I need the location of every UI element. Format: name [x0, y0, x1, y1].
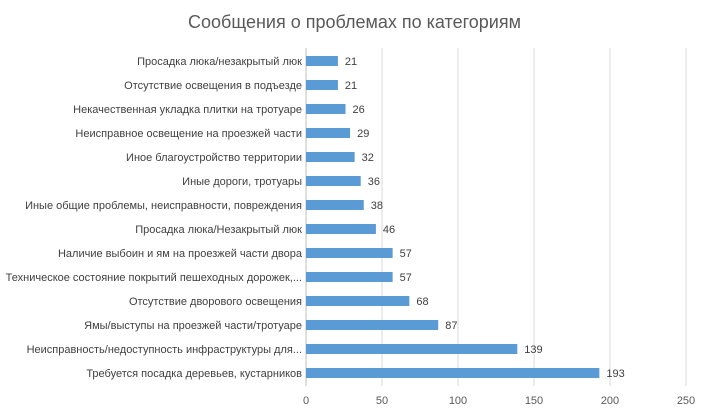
data-label: 38 — [371, 200, 383, 212]
x-tick-label: 150 — [525, 395, 543, 407]
category-label: Техническое состояние покрытий пешеходны… — [6, 272, 302, 284]
x-tick-label: 200 — [601, 395, 619, 407]
bar — [306, 152, 355, 162]
category-label: Неисправное освещение на проезжей части — [75, 128, 302, 140]
x-tick-label: 250 — [677, 395, 695, 407]
data-label: 21 — [345, 56, 357, 68]
data-label: 21 — [345, 80, 357, 92]
data-label: 68 — [416, 296, 428, 308]
data-label: 193 — [606, 368, 624, 380]
bar — [306, 128, 351, 138]
data-label: 57 — [400, 272, 412, 284]
bar — [306, 80, 338, 90]
data-label: 46 — [383, 224, 395, 236]
data-label: 57 — [400, 248, 412, 260]
bar — [306, 344, 518, 354]
data-label: 29 — [357, 128, 369, 140]
category-label: Требуется посадка деревьев, кустарников — [86, 368, 302, 380]
bar — [306, 176, 361, 186]
bar — [306, 272, 393, 282]
category-label: Отсутствие дворового освещения — [129, 296, 302, 308]
bar — [306, 368, 600, 378]
category-label: Иные общие проблемы, неисправности, повр… — [25, 200, 302, 212]
category-label: Отсутствие освещения в подъезде — [124, 80, 302, 92]
category-label: Неисправность/недоступность инфраструкту… — [27, 344, 302, 356]
x-tick-label: 50 — [376, 395, 388, 407]
data-label: 87 — [445, 320, 457, 332]
data-label: 26 — [353, 104, 365, 116]
category-label: Просадка люка/незакрытый люк — [137, 56, 302, 68]
data-label: 32 — [362, 152, 374, 164]
x-tick-label: 100 — [449, 395, 467, 407]
category-label: Некачественная укладка плитки на тротуар… — [73, 104, 302, 116]
chart-title: Сообщения о проблемах по категориям — [188, 12, 521, 32]
bar — [306, 200, 364, 210]
bar — [306, 224, 376, 234]
bar — [306, 56, 338, 66]
data-label: 36 — [368, 176, 380, 188]
category-label: Просадка люка/Незакрытый люк — [135, 224, 302, 236]
category-label: Ямы/выступы на проезжей части/тротуаре — [84, 320, 302, 332]
data-label: 139 — [524, 344, 542, 356]
category-label: Наличие выбоин и ям на проезжей части дв… — [58, 248, 303, 260]
category-label: Иное благоустройство территории — [126, 152, 302, 164]
bar — [306, 296, 410, 306]
x-tick-label: 0 — [303, 395, 309, 407]
bar — [306, 104, 346, 114]
bar — [306, 248, 393, 258]
bar — [306, 320, 439, 330]
category-label: Иные дороги, тротуары — [182, 176, 302, 188]
